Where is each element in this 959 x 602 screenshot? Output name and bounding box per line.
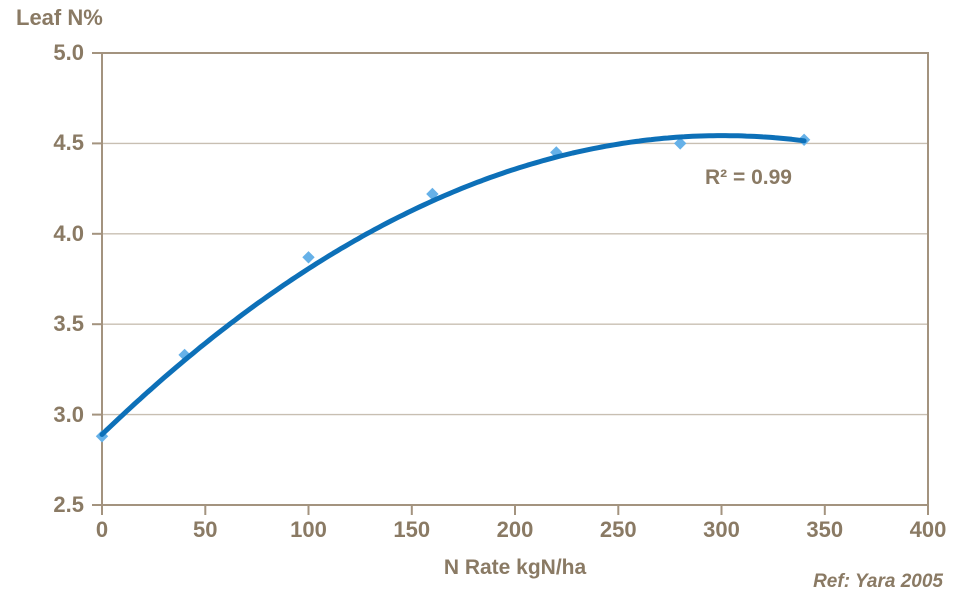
x-tick-label: 400 bbox=[909, 517, 947, 542]
x-tick-label: 350 bbox=[806, 517, 844, 542]
plot-frame bbox=[101, 52, 929, 506]
x-tick-label: 50 bbox=[193, 517, 218, 542]
x-tick-label: 150 bbox=[393, 517, 431, 542]
data-point-marker bbox=[550, 146, 563, 159]
y-tick-label: 3.5 bbox=[53, 311, 84, 337]
data-point-marker bbox=[302, 251, 315, 264]
x-tick-label: 200 bbox=[496, 517, 534, 542]
y-tick-label: 4.0 bbox=[53, 220, 84, 246]
y-tick-label: 3.0 bbox=[53, 401, 84, 427]
r-squared-annotation: R² = 0.99 bbox=[705, 166, 792, 189]
y-tick-label: 4.5 bbox=[53, 130, 84, 156]
chart-title: Leaf N% bbox=[16, 5, 103, 30]
data-point-marker bbox=[674, 137, 687, 150]
x-tick-label: 250 bbox=[599, 517, 637, 542]
data-point-marker bbox=[426, 187, 439, 201]
reference-note: Ref: Yara 2005 bbox=[813, 571, 943, 592]
x-tick-label: 0 bbox=[95, 517, 109, 542]
trend-curve bbox=[99, 133, 807, 437]
x-tick-label: 100 bbox=[290, 517, 327, 542]
y-tick-label: 5.0 bbox=[53, 40, 84, 65]
y-tick-label: 2.5 bbox=[53, 492, 84, 517]
x-axis-title: N Rate kgN/ha bbox=[443, 556, 587, 579]
x-tick-label: 300 bbox=[703, 517, 740, 542]
